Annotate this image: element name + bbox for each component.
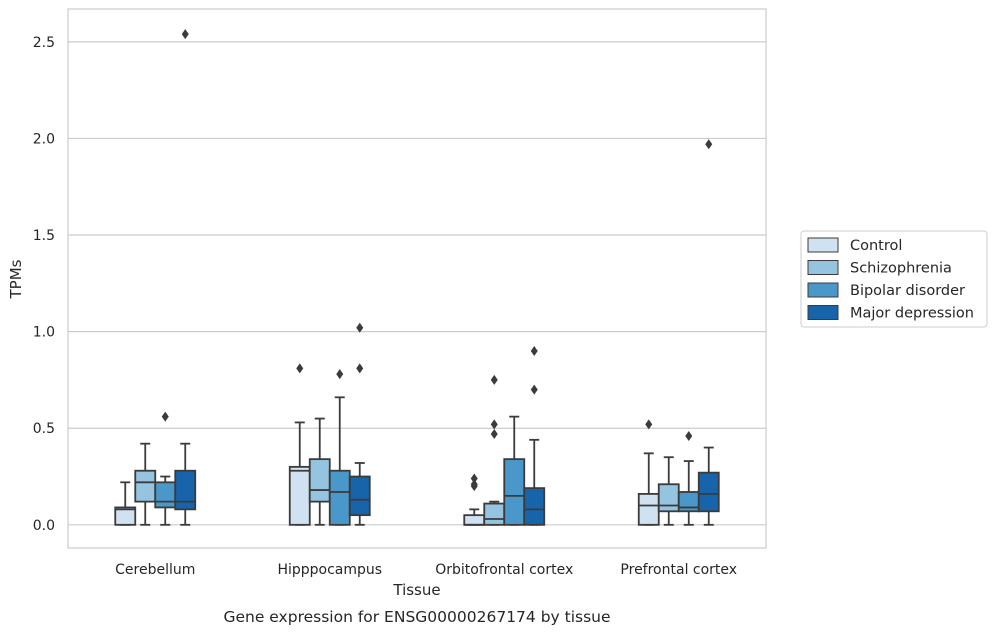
y-axis-ticks: 0.0 0.5 1.0 1.5 2.0 2.5 xyxy=(33,35,55,534)
legend: Control Schizophrenia Bipolar disorder Majo… xyxy=(800,230,988,328)
legend-swatch xyxy=(807,282,839,298)
y-tick-label: 0.5 xyxy=(33,421,55,437)
x-tick-label: Cerebellum xyxy=(115,562,195,578)
gridlines xyxy=(68,41,766,526)
box-body xyxy=(174,469,197,511)
outlier-point xyxy=(356,363,364,374)
box-body xyxy=(657,483,680,513)
y-tick-label: 0.0 xyxy=(33,518,55,534)
box-major-depression xyxy=(523,345,546,526)
outlier-point xyxy=(161,411,169,422)
chart-caption: Gene expression for ENSG00000267174 by t… xyxy=(223,608,610,626)
box-bipolar-disorder xyxy=(677,430,700,526)
x-tick-label: Prefrontal cortex xyxy=(620,562,737,578)
outlier-point xyxy=(685,430,693,441)
x-axis-ticks: Cerebellum Hipppocampus Orbitofrontal cort… xyxy=(115,562,737,578)
box-body xyxy=(348,475,371,517)
box-body xyxy=(697,471,720,513)
legend-label: Schizophrenia xyxy=(850,261,952,277)
box-body xyxy=(463,514,486,526)
legend-swatch xyxy=(807,260,839,275)
y-tick-label: 1.0 xyxy=(33,325,55,341)
box-control xyxy=(463,473,486,526)
box-body xyxy=(134,469,157,503)
x-axis-label: Tissue xyxy=(392,581,440,599)
outlier-point xyxy=(181,29,189,40)
outlier-point xyxy=(336,369,344,380)
box-body xyxy=(308,458,331,503)
box-body xyxy=(483,502,506,526)
box-body xyxy=(677,491,700,513)
outlier-point xyxy=(705,139,713,150)
x-tick-label: Hipppocampus xyxy=(277,562,382,578)
box-body xyxy=(328,469,351,526)
box-major-depression xyxy=(697,139,720,526)
box-control xyxy=(114,481,137,526)
outlier-point xyxy=(470,473,478,484)
box-body xyxy=(288,465,311,526)
box-major-depression xyxy=(174,29,197,526)
box-body xyxy=(637,493,660,526)
box-major-depression xyxy=(348,322,371,526)
legend-label: Control xyxy=(850,238,902,254)
box-body xyxy=(503,458,526,526)
box-body xyxy=(114,506,137,526)
outlier-point xyxy=(490,429,498,440)
outlier-point xyxy=(490,374,498,385)
outlier-point xyxy=(530,345,538,356)
box-control xyxy=(637,419,660,526)
plot-area-frame xyxy=(67,8,767,549)
box-bipolar-disorder xyxy=(328,369,351,526)
legend-swatch xyxy=(807,305,839,320)
y-axis-label: TPMs xyxy=(7,259,25,299)
box-schizophrenia xyxy=(657,456,680,526)
box-schizophrenia xyxy=(308,417,331,526)
box-body xyxy=(523,487,546,526)
y-tick-label: 2.5 xyxy=(33,35,55,51)
legend-swatch xyxy=(807,237,839,253)
outlier-point xyxy=(356,322,364,333)
box-bipolar-disorder xyxy=(503,415,526,526)
y-tick-label: 1.5 xyxy=(33,228,55,244)
legend-label: Major depression xyxy=(850,306,974,322)
box-schizophrenia xyxy=(483,374,506,526)
x-tick-label: Orbitofrontal cortex xyxy=(435,562,573,578)
outlier-point xyxy=(645,419,653,430)
outlier-point xyxy=(530,384,538,395)
outlier-point xyxy=(296,363,304,374)
box-body xyxy=(154,481,177,509)
box-schizophrenia xyxy=(134,442,157,526)
boxes xyxy=(114,29,720,526)
outlier-point xyxy=(490,419,498,430)
y-tick-label: 2.0 xyxy=(33,131,55,147)
legend-label: Bipolar disorder xyxy=(850,283,965,299)
outlier-point xyxy=(470,479,478,490)
legend-frame xyxy=(800,230,988,328)
box-control xyxy=(288,363,311,526)
